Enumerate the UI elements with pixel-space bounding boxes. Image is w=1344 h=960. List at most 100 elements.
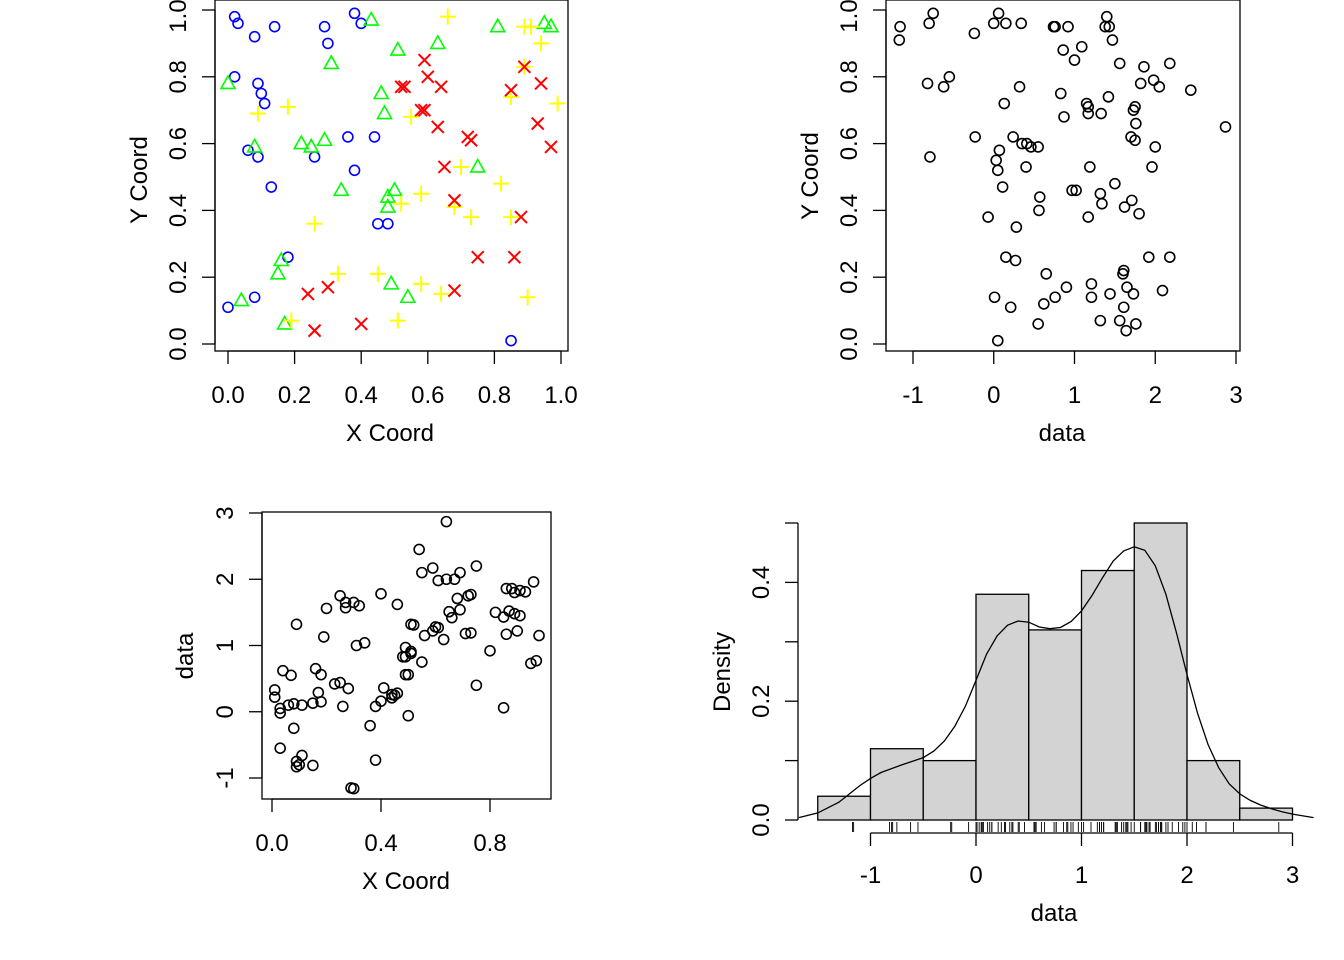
data-point [1102, 91, 1115, 103]
data-point [312, 686, 325, 699]
panel-y-vs-data-y-label: Y Coord [797, 132, 824, 220]
panel-data-vs-x-y-tick-label: -1 [212, 767, 239, 788]
data-point [1129, 101, 1141, 113]
data-point [429, 34, 447, 50]
data-point [272, 251, 290, 267]
data-point [508, 607, 521, 620]
data-point [413, 543, 425, 556]
data-point [504, 83, 518, 97]
data-point [1085, 291, 1098, 304]
data-point [937, 81, 950, 93]
data-point [391, 687, 404, 700]
histogram-bar [1028, 629, 1083, 821]
data-point [362, 10, 380, 26]
data-point [339, 601, 352, 614]
data-point [322, 37, 334, 50]
data-point [322, 54, 340, 70]
data-point [1156, 284, 1169, 297]
data-point [1038, 298, 1050, 310]
data-point [382, 217, 394, 230]
data-point [454, 566, 466, 579]
data-point [282, 699, 295, 711]
data-point [1049, 291, 1061, 304]
panel-histogram-x-label: data [1031, 900, 1078, 927]
data-point [413, 275, 430, 292]
data-point [417, 53, 432, 67]
data-point [484, 644, 496, 657]
data-point [927, 7, 939, 20]
data-point [368, 131, 381, 143]
data-point [375, 588, 387, 600]
data-point [388, 689, 401, 701]
data-point [894, 20, 906, 33]
panel-data-vs-x-y-tick-label: 0 [212, 705, 239, 718]
panel-y-vs-data-box [885, 0, 1241, 352]
panel-y-vs-data-x-tick-label: 0 [987, 382, 1000, 409]
data-point [285, 669, 297, 682]
data-point [293, 758, 306, 771]
data-point [523, 18, 540, 35]
data-point [274, 742, 286, 754]
panel-xy-groups-x-label: X Coord [346, 420, 434, 447]
data-point [1004, 301, 1017, 314]
panel-xy-groups-x-tick-label: 0.0 [211, 382, 244, 409]
data-point [517, 60, 532, 74]
data-point [1134, 77, 1147, 90]
panel-y-vs-data-x-axis: -1 0 1 2 3 data [902, 350, 1243, 447]
data-point [443, 605, 455, 618]
data-point [1101, 10, 1113, 23]
data-point [1057, 44, 1069, 56]
data-point [1054, 87, 1067, 100]
data-point [1103, 20, 1116, 33]
data-point [544, 140, 558, 154]
panel-histogram-x-tick-label: -1 [860, 862, 881, 889]
data-point [465, 588, 477, 601]
panel-data-vs-x-y-tick-label: 1 [212, 639, 239, 652]
data-point [394, 80, 408, 94]
data-point [329, 265, 346, 282]
data-point [418, 629, 431, 642]
panel-y-vs-data-y-axis: 0.0 0.2 0.4 0.6 0.8 1.0 Y Coord [797, 0, 887, 361]
data-point [1085, 278, 1098, 290]
data-point [534, 76, 548, 91]
data-point [500, 628, 513, 641]
data-point [342, 682, 355, 695]
data-point [307, 759, 319, 772]
data-point [337, 700, 349, 713]
data-point [252, 77, 264, 90]
data-point [228, 71, 241, 83]
data-point [1109, 177, 1121, 190]
panel-data-vs-x-x-tick-label: 0.4 [364, 830, 397, 857]
data-point [464, 133, 478, 147]
panel-y-vs-data-points [893, 7, 1232, 347]
data-point [431, 120, 445, 134]
data-point [514, 609, 526, 622]
panel-y-vs-data-x-tick-label: -1 [902, 382, 923, 409]
data-point [1010, 221, 1023, 233]
panel-data-vs-x-points [268, 515, 545, 795]
data-point [306, 215, 323, 232]
data-point [1149, 141, 1162, 153]
rug-marks [852, 822, 1280, 832]
histogram-bar [1186, 759, 1241, 821]
data-point [1138, 60, 1150, 73]
data-point [923, 17, 935, 30]
data-point [407, 619, 420, 631]
data-point [397, 80, 412, 94]
data-point [508, 586, 521, 599]
data-point [318, 20, 331, 33]
data-point [1096, 197, 1108, 210]
panel-y-vs-data-y-tick-label: 1.0 [836, 0, 863, 33]
data-point [525, 657, 537, 670]
data-point [358, 637, 371, 649]
histogram-bar [817, 795, 872, 821]
data-point [268, 20, 281, 33]
data-point [1163, 57, 1176, 70]
data-point [268, 691, 281, 703]
panel-xy-groups-y-tick-label: 0.2 [165, 261, 192, 294]
data-point [982, 211, 994, 223]
panel-y-vs-data-y-tick-label: 0.6 [836, 127, 863, 160]
data-point [265, 181, 278, 193]
data-point [519, 586, 532, 598]
data-point [469, 157, 487, 173]
